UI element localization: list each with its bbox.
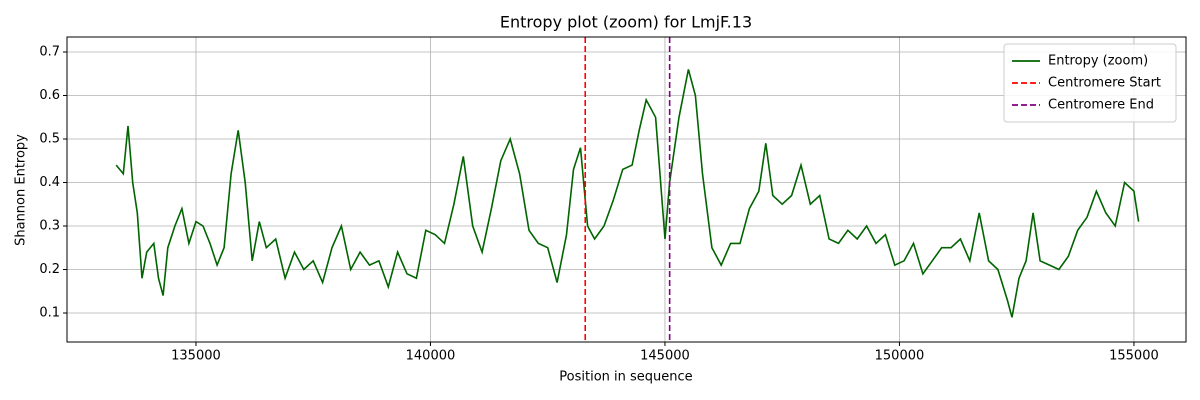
x-tick-label: 140000 (406, 349, 456, 364)
y-tick-label: 0.7 (39, 45, 60, 60)
x-tick-label: 155000 (1109, 349, 1159, 364)
x-tick-label: 145000 (640, 349, 690, 364)
y-tick-label: 0.3 (39, 218, 60, 233)
x-axis-label: Position in sequence (559, 370, 692, 385)
plot-frame (66, 36, 1187, 343)
x-tick-label: 135000 (171, 349, 221, 364)
y-tick-label: 0.1 (39, 305, 60, 320)
y-axis-label: Shannon Entropy (14, 134, 29, 246)
legend: Entropy (zoom) Centromere Start Centromere… (1003, 43, 1177, 123)
y-tick-label: 0.6 (39, 88, 60, 103)
x-tick-label: 150000 (875, 349, 925, 364)
legend-box (1003, 43, 1177, 123)
y-tick-label: 0.4 (39, 175, 60, 190)
y-tick-label: 0.2 (39, 262, 60, 277)
y-tick-label: 0.5 (39, 132, 60, 147)
legend-label: Entropy (zoom) (1048, 54, 1148, 69)
legend-label: Centromere Start (1048, 76, 1161, 91)
legend-label: Centromere End (1048, 98, 1154, 113)
chart-title: Entropy plot (zoom) for LmjF.13 (500, 13, 752, 32)
data-line (115, 69, 1140, 318)
